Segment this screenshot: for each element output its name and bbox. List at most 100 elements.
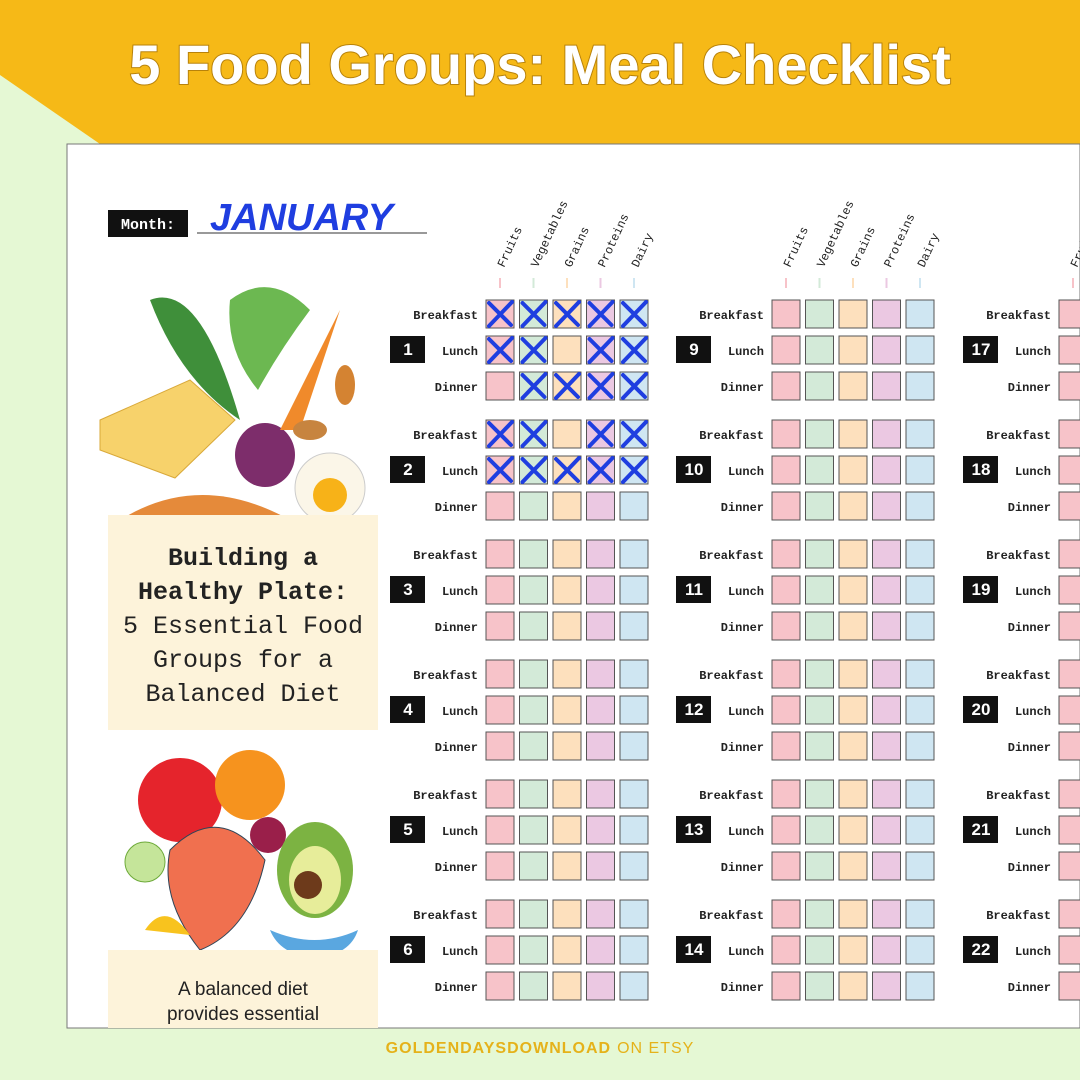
check-mark (621, 456, 648, 484)
check-box (552, 419, 582, 449)
check-box (619, 815, 649, 845)
day-number: 9 (689, 340, 698, 359)
meal-label: Lunch (728, 345, 764, 359)
check-mark (520, 300, 548, 328)
check-box (485, 539, 515, 569)
check-box (805, 419, 834, 449)
food-illustration-2 (124, 750, 358, 958)
check-box (805, 455, 834, 485)
check-box (771, 779, 801, 809)
meal-label: Dinner (435, 381, 478, 395)
check-mark (621, 420, 648, 448)
day-number-box (963, 336, 998, 363)
check-box (905, 455, 935, 485)
check-mark (587, 300, 615, 328)
info-box (108, 515, 378, 730)
check-box (771, 539, 801, 569)
check-box (619, 539, 649, 569)
day-number-box (676, 576, 711, 603)
meal-label: Lunch (1015, 465, 1051, 479)
check-box (586, 899, 615, 929)
meal-label: Dinner (1008, 501, 1051, 515)
check-box (905, 539, 935, 569)
check-box (552, 851, 582, 881)
check-box (838, 491, 868, 521)
check-box (1058, 419, 1080, 449)
check-box (872, 491, 901, 521)
check-box (905, 695, 935, 725)
meal-label: Dinner (721, 861, 764, 875)
check-box (805, 695, 834, 725)
meal-label: Lunch (1015, 825, 1051, 839)
meal-label: Breakfast (413, 309, 478, 323)
check-box (619, 851, 649, 881)
meal-label: Lunch (728, 585, 764, 599)
meal-label: Breakfast (699, 909, 764, 923)
meal-label: Dinner (1008, 861, 1051, 875)
check-box (586, 491, 615, 521)
check-box (872, 971, 901, 1001)
check-mark (520, 372, 548, 400)
check-box (905, 491, 935, 521)
day-number-box (963, 816, 998, 843)
note-line: provides essential (167, 1004, 319, 1025)
meal-label: Dinner (721, 741, 764, 755)
check-box (485, 575, 515, 605)
day-number-box (963, 576, 998, 603)
meal-label: Lunch (728, 705, 764, 719)
check-box (771, 335, 801, 365)
footer-brand: GOLDENDAYSDOWNLOAD (386, 1040, 611, 1057)
check-box (586, 971, 615, 1001)
check-box (586, 575, 615, 605)
meal-label: Dinner (1008, 381, 1051, 395)
check-box (771, 851, 801, 881)
month-label: Month: (121, 217, 175, 234)
check-box (805, 899, 834, 929)
check-box (552, 935, 582, 965)
check-mark (520, 420, 548, 448)
check-mark (554, 372, 581, 400)
check-mark (587, 420, 615, 448)
day-number: 19 (972, 580, 991, 599)
check-box (485, 659, 515, 689)
meal-label: Lunch (1015, 705, 1051, 719)
meal-label: Breakfast (413, 669, 478, 683)
day-number: 3 (403, 580, 412, 599)
check-box (519, 935, 548, 965)
meal-label: Lunch (442, 705, 478, 719)
check-box (905, 899, 935, 929)
check-box (905, 779, 935, 809)
info-heading: Healthy Plate: (138, 578, 348, 607)
check-box (771, 299, 801, 329)
check-box (771, 455, 801, 485)
check-box (586, 611, 615, 641)
meal-label: Lunch (442, 825, 478, 839)
check-box (872, 851, 901, 881)
meal-label: Breakfast (699, 549, 764, 563)
check-box (485, 731, 515, 761)
day-number: 20 (972, 700, 991, 719)
meal-label: Lunch (442, 945, 478, 959)
check-box (552, 335, 582, 365)
check-box (905, 299, 935, 329)
check-box (805, 779, 834, 809)
check-box (1058, 371, 1080, 401)
day-number-box (390, 936, 425, 963)
day-number: 6 (403, 940, 412, 959)
meal-label: Dinner (435, 861, 478, 875)
info-body: 5 Essential Food (123, 612, 363, 641)
check-box (838, 575, 868, 605)
day-number-box (676, 816, 711, 843)
check-box (771, 659, 801, 689)
day-number: 18 (972, 460, 991, 479)
note-text: A balanced diet provides essential (167, 979, 319, 1025)
day-number: 11 (685, 580, 703, 599)
check-mark (587, 336, 615, 364)
day-number-box (676, 696, 711, 723)
check-box (872, 695, 901, 725)
check-box (838, 299, 868, 329)
check-box (1058, 815, 1080, 845)
check-box (805, 935, 834, 965)
